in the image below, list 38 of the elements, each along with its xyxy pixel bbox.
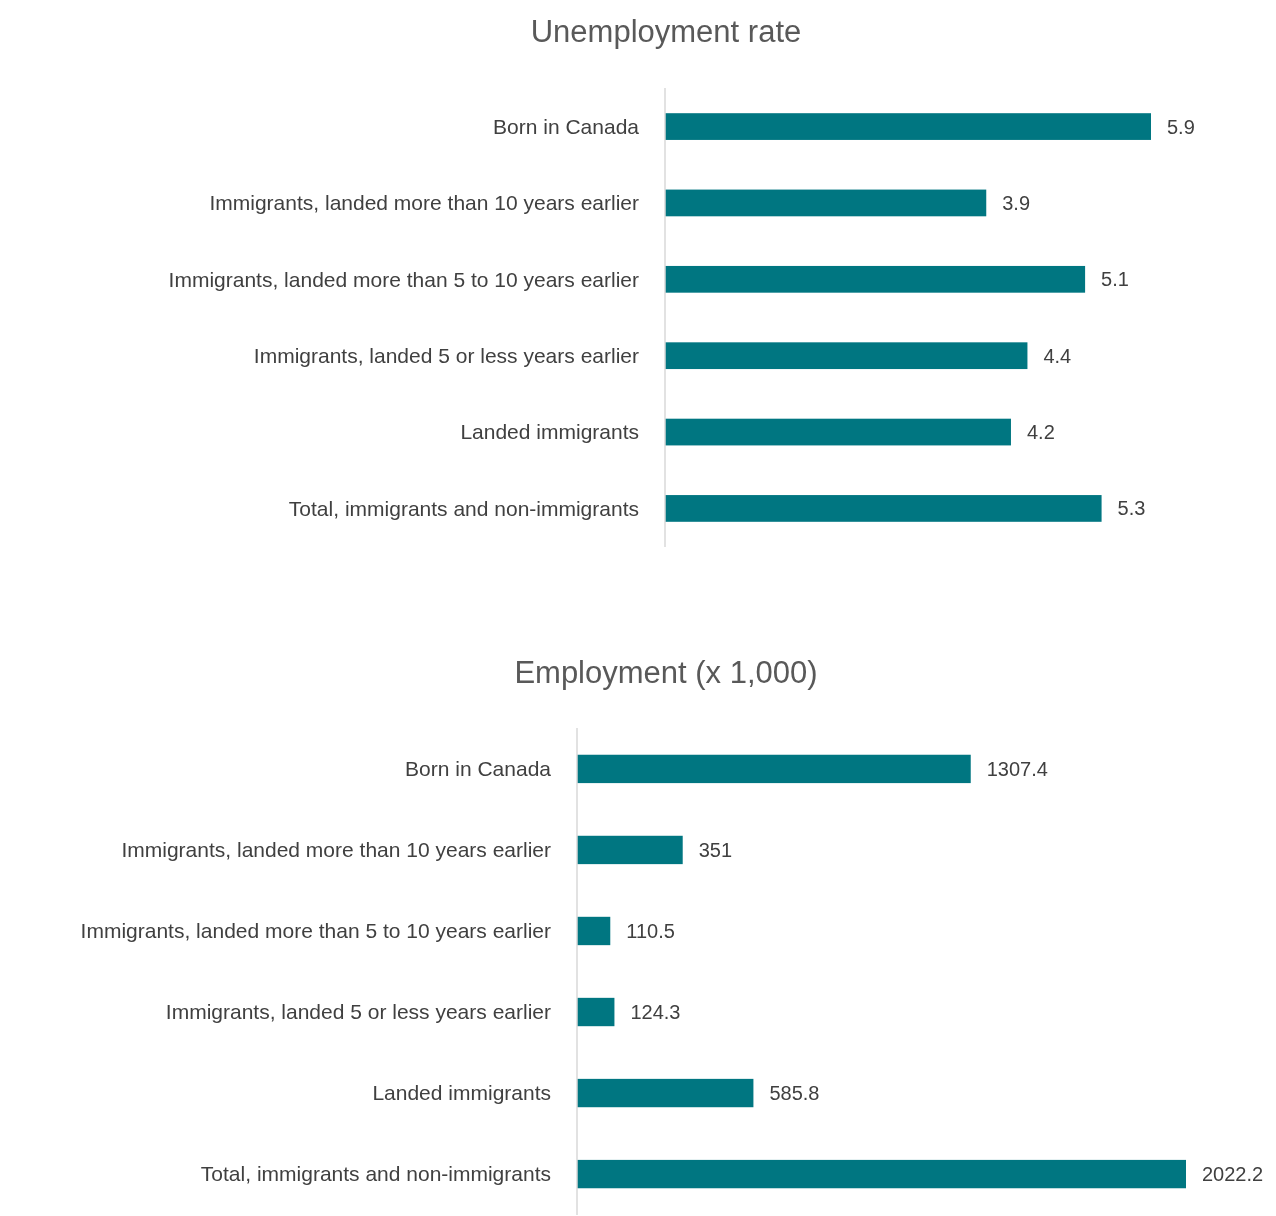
y-tick-label: Immigrants, landed 5 or less years earlier [165,1000,551,1024]
bar [665,418,1011,446]
data-label: 124.3 [630,1001,681,1024]
data-label: 4.2 [1026,421,1055,444]
data-label: 5.1 [1101,268,1129,291]
data-label: 351 [698,838,733,861]
data-label: 3.9 [1002,191,1031,214]
bar [577,754,971,784]
y-tick-label: Immigrants, landed more than 5 to 10 years earlier [80,919,551,943]
bar [577,1078,754,1108]
y-tick-label: Immigrants, landed more than 10 years earlier [209,191,639,215]
y-tick-label: Born in Canada [405,757,552,781]
bar [665,189,987,217]
data-label: 5.3 [1117,497,1146,520]
bar [665,113,1151,140]
data-label: 2022.2 [1202,1163,1264,1186]
data-label: 1307.4 [986,757,1048,780]
data-label: 4.4 [1043,344,1072,367]
bar [665,342,1028,370]
y-tick-label: Immigrants, landed 5 or less years earlier [253,344,639,368]
bar [577,997,615,1027]
y-tick-label: Landed immigrants [460,420,639,444]
y-tick-label: Immigrants, landed more than 5 to 10 years earlier [168,267,639,291]
data-label: 5.9 [1167,115,1195,138]
bar [577,835,683,865]
data-label: 110.5 [626,919,675,942]
y-tick-label: Immigrants, landed more than 10 years earlier [121,838,551,862]
chart-title: Employment (x 1,000) [514,655,818,690]
bar [577,1159,1186,1189]
chart-title: Unemployment rate [530,14,802,49]
bar [665,495,1102,522]
bar [665,265,1086,293]
data-label: 585.8 [769,1082,820,1105]
y-tick-label: Total, immigrants and non-immigrants [288,496,639,520]
bar [577,916,611,946]
y-tick-label: Total, immigrants and non-immigrants [200,1162,551,1186]
y-tick-label: Born in Canada [493,114,640,138]
y-tick-label: Landed immigrants [372,1081,551,1105]
